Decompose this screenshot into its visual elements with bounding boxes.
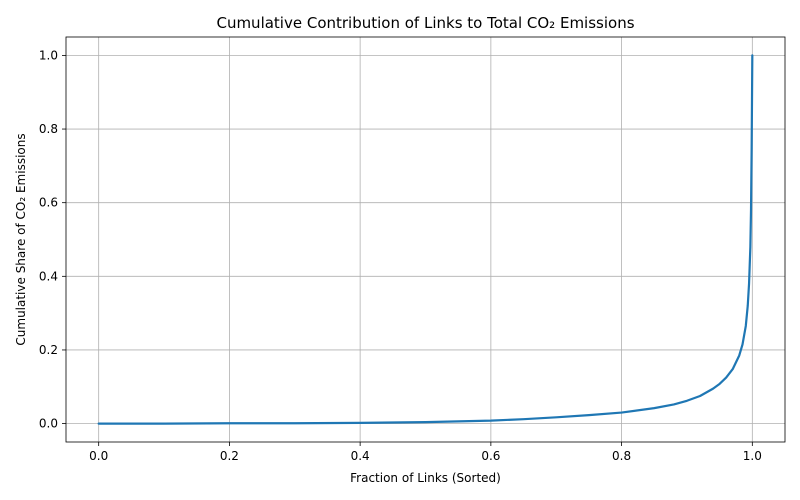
x-tick-label: 1.0: [743, 449, 762, 463]
ticks: 0.0 0.2 0.4 0.6 0.8 1.0 0.0 0.2 0.4 0.6 0.8 1.0: [39, 48, 762, 463]
y-tick-label: 0.0: [39, 417, 58, 431]
y-tick-label: 0.8: [39, 122, 58, 136]
y-tick-label: 0.2: [39, 343, 58, 357]
x-tick-label: 0.0: [89, 449, 108, 463]
chart-title: Cumulative Contribution of Links to Tota…: [216, 14, 634, 32]
y-tick-label: 1.0: [39, 48, 58, 62]
x-tick-label: 0.4: [351, 449, 370, 463]
series-layer: [97, 54, 754, 425]
x-axis-label: Fraction of Links (Sorted): [350, 471, 501, 485]
series-line-0: [97, 54, 754, 425]
x-tick-label: 0.8: [612, 449, 631, 463]
y-axis-label: Cumulative Share of CO₂ Emissions: [14, 133, 28, 345]
x-tick-label: 0.2: [220, 449, 239, 463]
plot-frame: [65, 36, 786, 443]
x-tick-label: 0.6: [481, 449, 500, 463]
y-tick-label: 0.4: [39, 269, 58, 283]
y-tick-label: 0.6: [39, 196, 58, 210]
